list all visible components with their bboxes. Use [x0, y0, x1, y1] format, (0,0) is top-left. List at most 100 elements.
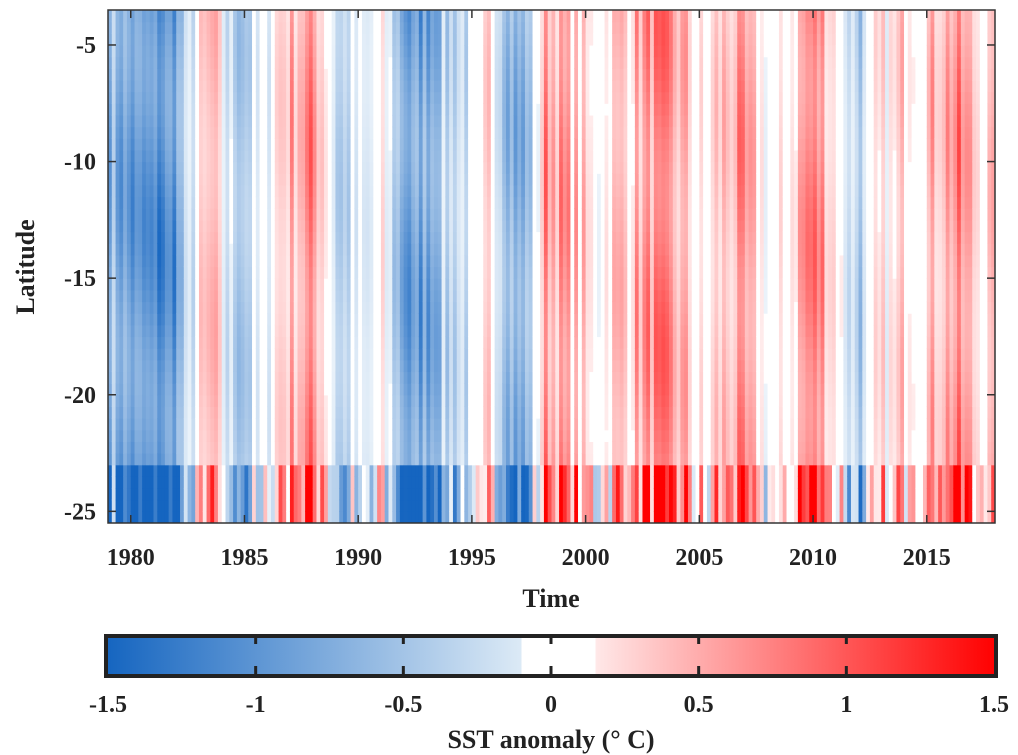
heatmap-cell	[373, 103, 378, 116]
heatmap-cell	[354, 33, 359, 46]
heatmap-cell	[229, 511, 234, 523]
heatmap-cell	[487, 348, 492, 361]
heatmap-cell	[377, 464, 382, 477]
heatmap-cell	[259, 149, 265, 163]
heatmap-cell	[263, 68, 268, 81]
heatmap-cell	[411, 336, 416, 349]
heatmap-cell	[418, 429, 424, 442]
heatmap-cell	[187, 161, 192, 174]
heatmap-cell	[422, 278, 428, 291]
heatmap-cell	[191, 103, 196, 116]
heatmap-cell	[494, 184, 500, 198]
heatmap-cell	[308, 453, 314, 466]
heatmap-cell	[172, 91, 177, 104]
heatmap-cell	[490, 301, 496, 314]
heatmap-cell	[289, 21, 295, 34]
heatmap-cell	[320, 126, 325, 139]
heatmap-cell	[384, 313, 390, 326]
heatmap-cell	[180, 511, 185, 523]
heatmap-cell	[286, 79, 291, 93]
heatmap-cell	[365, 33, 371, 46]
heatmap-cell	[157, 161, 162, 174]
heatmap-cell	[354, 418, 359, 431]
heatmap-cell	[327, 254, 333, 268]
heatmap-cell	[365, 406, 371, 419]
heatmap-cell	[346, 348, 352, 361]
heatmap-cell	[130, 289, 136, 303]
heatmap-cell	[180, 208, 185, 221]
heatmap-cell	[331, 394, 337, 408]
heatmap-cell	[286, 488, 291, 501]
heatmap-cell	[452, 348, 458, 361]
heatmap-cell	[430, 208, 435, 221]
heatmap-cell	[358, 476, 363, 489]
heatmap-cell	[479, 149, 484, 163]
heatmap-cell	[460, 301, 465, 314]
heatmap-cell	[312, 476, 318, 489]
heatmap-cell	[532, 149, 537, 163]
heatmap-cell	[134, 173, 139, 186]
heatmap-cell	[123, 289, 128, 303]
heatmap-cell	[142, 348, 147, 361]
heatmap-cell	[327, 208, 333, 221]
heatmap-cell	[521, 243, 526, 256]
heatmap-cell	[517, 383, 522, 396]
heatmap-cell	[411, 511, 416, 523]
heatmap-cell	[327, 313, 333, 326]
heatmap-cell	[198, 324, 204, 338]
heatmap-cell	[369, 231, 374, 244]
heatmap-cell	[180, 289, 185, 303]
heatmap-cell	[430, 149, 435, 163]
heatmap-cell	[415, 208, 420, 221]
heatmap-cell	[399, 138, 405, 151]
heatmap-cell	[187, 231, 192, 244]
heatmap-cell	[278, 103, 283, 116]
heatmap-cell	[536, 219, 541, 233]
heatmap-cell	[445, 138, 450, 151]
heatmap-cell	[456, 359, 462, 373]
heatmap-cell	[195, 266, 200, 279]
heatmap-cell	[358, 44, 363, 58]
heatmap-cell	[475, 476, 481, 489]
heatmap-cell	[126, 289, 132, 303]
heatmap-cell	[475, 453, 481, 466]
heatmap-cell	[119, 231, 124, 244]
heatmap-cell	[221, 348, 227, 361]
heatmap-cell	[324, 453, 329, 466]
heatmap-cell	[305, 173, 310, 186]
heatmap-cell	[426, 301, 431, 314]
heatmap-cell	[377, 79, 382, 93]
heatmap-cell	[206, 278, 211, 291]
heatmap-cell	[286, 511, 291, 523]
heatmap-cell	[248, 476, 253, 489]
heatmap-cell	[346, 324, 352, 338]
heatmap-cell	[217, 103, 223, 116]
heatmap-cell	[335, 394, 340, 408]
heatmap-cell	[267, 301, 272, 314]
heatmap-cell	[145, 149, 151, 163]
heatmap-cell	[422, 10, 428, 23]
heatmap-cell	[271, 138, 276, 151]
heatmap-cell	[468, 289, 473, 303]
heatmap-cell	[187, 511, 192, 523]
heatmap-cell	[441, 418, 446, 431]
heatmap-cell	[217, 453, 223, 466]
heatmap-cell	[361, 219, 367, 233]
heatmap-cell	[225, 406, 230, 419]
heatmap-cell	[506, 406, 511, 419]
heatmap-cell	[248, 196, 253, 209]
heatmap-cell	[161, 114, 166, 128]
heatmap-cell	[513, 79, 518, 93]
heatmap-cell	[289, 91, 295, 104]
heatmap-cell	[506, 196, 511, 209]
heatmap-cell	[244, 33, 249, 46]
heatmap-cell	[305, 184, 310, 198]
heatmap-cell	[441, 231, 446, 244]
heatmap-cell	[361, 68, 367, 81]
heatmap-cell	[396, 208, 401, 221]
heatmap-cell	[217, 324, 223, 338]
heatmap-cell	[320, 488, 325, 501]
heatmap-cell	[350, 359, 355, 373]
heatmap-cell	[320, 208, 325, 221]
heatmap-cell	[445, 511, 450, 523]
